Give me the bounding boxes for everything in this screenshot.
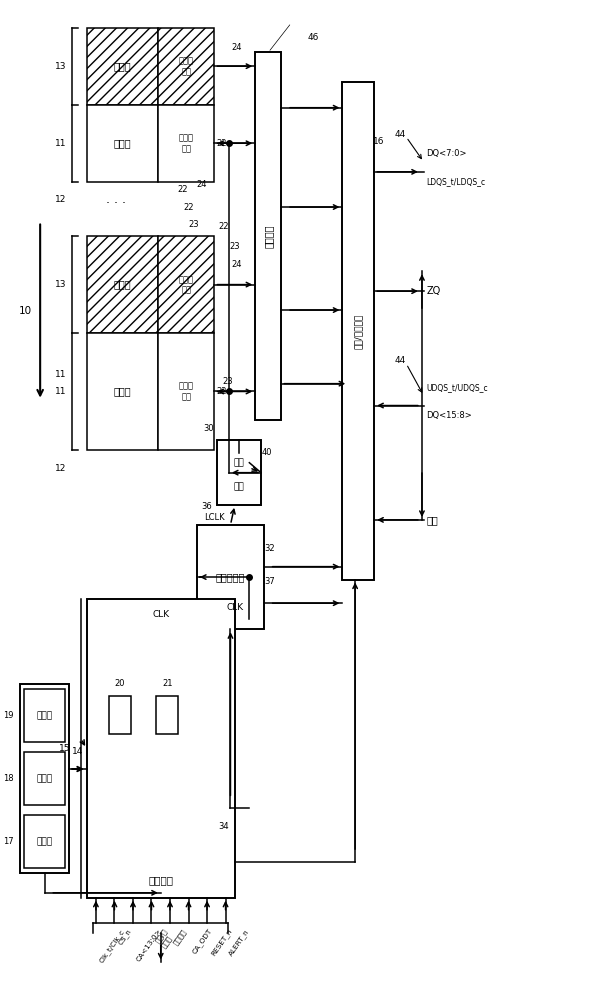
Text: 46: 46 xyxy=(308,33,319,42)
Text: 输入/输出接口: 输入/输出接口 xyxy=(354,313,363,349)
Text: 40: 40 xyxy=(262,448,272,457)
Text: 数据路径: 数据路径 xyxy=(263,225,273,248)
Text: 处理器: 处理器 xyxy=(36,774,52,783)
Text: 24: 24 xyxy=(231,43,242,52)
Text: 24: 24 xyxy=(231,260,242,269)
Text: 30: 30 xyxy=(203,424,214,433)
Bar xyxy=(156,696,178,734)
Text: 测试使能: 测试使能 xyxy=(173,928,188,946)
Text: 20: 20 xyxy=(114,679,125,688)
Text: 11: 11 xyxy=(55,139,66,148)
Text: 44: 44 xyxy=(395,130,406,139)
Text: 存储体: 存储体 xyxy=(114,138,131,148)
Bar xyxy=(87,236,158,333)
Text: ZQ: ZQ xyxy=(427,286,441,296)
Text: 11: 11 xyxy=(55,370,66,379)
Bar xyxy=(158,236,214,333)
Bar xyxy=(87,599,235,898)
Text: CS_n: CS_n xyxy=(117,928,133,946)
Bar xyxy=(158,105,214,182)
Text: 21: 21 xyxy=(162,679,173,688)
Text: 13: 13 xyxy=(55,62,66,71)
Bar xyxy=(197,525,264,629)
Text: 23: 23 xyxy=(222,377,233,386)
Text: ALERT_n: ALERT_n xyxy=(228,928,251,957)
Text: 22: 22 xyxy=(216,387,227,396)
Text: 存储体
控制: 存储体 控制 xyxy=(179,134,194,153)
Text: 24: 24 xyxy=(196,180,207,189)
Bar xyxy=(158,28,214,105)
Text: 44: 44 xyxy=(395,356,406,365)
Text: 存储体: 存储体 xyxy=(114,280,131,290)
Text: 22: 22 xyxy=(177,185,188,194)
Bar xyxy=(24,752,65,805)
Text: CLK: CLK xyxy=(226,603,243,612)
Text: 22: 22 xyxy=(218,222,228,231)
Bar xyxy=(24,689,65,742)
Bar xyxy=(342,82,374,580)
Text: 12: 12 xyxy=(55,464,66,473)
Text: RESET_n: RESET_n xyxy=(209,928,233,957)
Bar xyxy=(255,52,281,420)
Text: 锁定: 锁定 xyxy=(234,482,245,491)
Text: 14: 14 xyxy=(72,747,84,756)
Text: UDQS_t/UDQS_c: UDQS_t/UDQS_c xyxy=(427,383,488,392)
Text: 存储器: 存储器 xyxy=(36,711,52,720)
Bar xyxy=(87,333,158,450)
Text: 存储体: 存储体 xyxy=(114,61,131,71)
Text: 23: 23 xyxy=(230,242,240,251)
Text: 19: 19 xyxy=(4,711,14,720)
Text: 17: 17 xyxy=(4,837,14,846)
Text: CA_ODT: CA_ODT xyxy=(191,928,213,955)
Text: 36: 36 xyxy=(202,502,212,511)
Text: 23: 23 xyxy=(189,220,199,229)
Text: CA<13:0>: CA<13:0> xyxy=(135,928,162,963)
Text: 命令接口: 命令接口 xyxy=(148,875,173,885)
Text: 13: 13 xyxy=(55,280,66,289)
Text: 存储体
控制: 存储体 控制 xyxy=(179,382,194,401)
Bar xyxy=(217,440,261,505)
Text: 存储体: 存储体 xyxy=(114,386,131,396)
Text: 命令解码器: 命令解码器 xyxy=(216,572,245,582)
Text: 10: 10 xyxy=(19,306,32,316)
Bar xyxy=(87,28,158,105)
Text: 延迟: 延迟 xyxy=(234,458,245,467)
Text: 16: 16 xyxy=(373,137,385,146)
Text: 存储体
控制: 存储体 控制 xyxy=(179,56,194,76)
Bar xyxy=(109,696,131,734)
Text: 命令/地
址反转: 命令/地 址反转 xyxy=(154,928,174,949)
Bar xyxy=(158,333,214,450)
Text: . . .: . . . xyxy=(106,193,126,206)
Text: 11: 11 xyxy=(55,387,66,396)
Bar xyxy=(20,684,69,873)
Text: CLK: CLK xyxy=(152,610,170,619)
Text: LDQS_t/LDQS_c: LDQS_t/LDQS_c xyxy=(427,177,486,186)
Bar xyxy=(87,105,158,182)
Text: 回送: 回送 xyxy=(427,515,439,525)
Bar xyxy=(24,815,65,868)
Text: 存储体
控制: 存储体 控制 xyxy=(179,275,194,294)
Text: 34: 34 xyxy=(218,822,229,831)
Text: 控制器: 控制器 xyxy=(36,837,52,846)
Text: 32: 32 xyxy=(264,544,275,553)
Text: 15: 15 xyxy=(59,744,70,753)
Text: LCLK: LCLK xyxy=(204,513,225,522)
Text: 22: 22 xyxy=(216,139,227,148)
Text: 12: 12 xyxy=(55,195,66,204)
Text: 22: 22 xyxy=(183,203,193,212)
Text: DQ<7:0>: DQ<7:0> xyxy=(427,149,467,158)
Text: 18: 18 xyxy=(4,774,14,783)
Text: DQ<15:8>: DQ<15:8> xyxy=(427,411,472,420)
Text: Clk_t/Clk_c: Clk_t/Clk_c xyxy=(98,928,126,964)
Text: 37: 37 xyxy=(264,577,275,586)
